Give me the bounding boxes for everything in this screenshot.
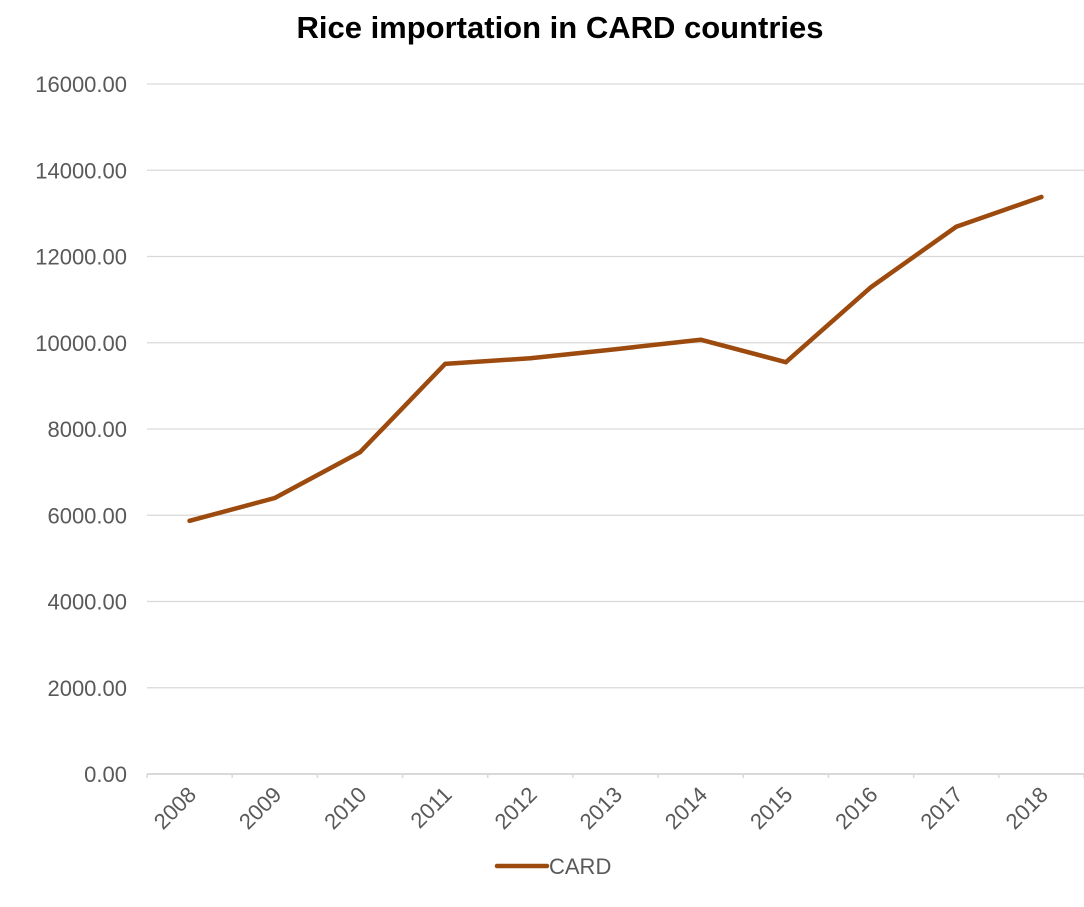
data-point xyxy=(613,347,618,352)
y-tick-label: 10000.00 xyxy=(35,331,127,356)
y-tick-label: 14000.00 xyxy=(35,158,127,183)
data-point xyxy=(187,518,192,524)
data-point xyxy=(357,450,363,455)
x-tick-label: 2017 xyxy=(915,782,967,834)
data-point xyxy=(1039,194,1044,200)
series-layer xyxy=(187,194,1044,524)
y-tick-label: 12000.00 xyxy=(35,245,127,270)
legend: CARD xyxy=(494,854,611,879)
data-point xyxy=(868,284,874,290)
x-tick-label: 2015 xyxy=(745,782,797,834)
series-line-card xyxy=(187,194,1044,524)
x-tick-label: 2011 xyxy=(406,782,457,833)
y-tick-label: 16000.00 xyxy=(35,72,127,97)
data-point xyxy=(528,356,533,361)
y-tick-label: 6000.00 xyxy=(47,503,127,528)
x-tick-label: 2014 xyxy=(660,782,712,834)
x-tick-label: 2012 xyxy=(490,782,542,834)
data-point xyxy=(272,495,277,501)
data-point xyxy=(698,337,703,342)
x-tick-label: 2010 xyxy=(319,782,371,834)
y-axis-ticks: 0.00 2000.00 4000.00 6000.00 8000.00 10000.00… xyxy=(35,72,127,787)
data-point xyxy=(783,359,789,365)
x-tick-label: 2016 xyxy=(830,782,882,834)
x-tick-label: 2009 xyxy=(234,782,286,834)
legend-label: CARD xyxy=(549,854,611,879)
y-tick-label: 2000.00 xyxy=(47,676,127,701)
y-tick-label: 0.00 xyxy=(84,762,127,787)
x-tick-label: 2013 xyxy=(575,782,627,834)
x-tick-label: 2018 xyxy=(1001,782,1053,834)
y-tick-label: 8000.00 xyxy=(47,417,127,442)
x-tick-label: 2008 xyxy=(149,782,201,834)
y-tick-label: 4000.00 xyxy=(47,590,127,615)
gridlines xyxy=(146,83,1084,778)
chart-title: Rice importation in CARD countries xyxy=(296,10,824,45)
x-axis-ticks: 2008 2009 2010 2011 2012 2013 2014 2015 2016 2017… xyxy=(149,782,1053,834)
data-point xyxy=(442,361,448,367)
data-point xyxy=(954,224,959,229)
